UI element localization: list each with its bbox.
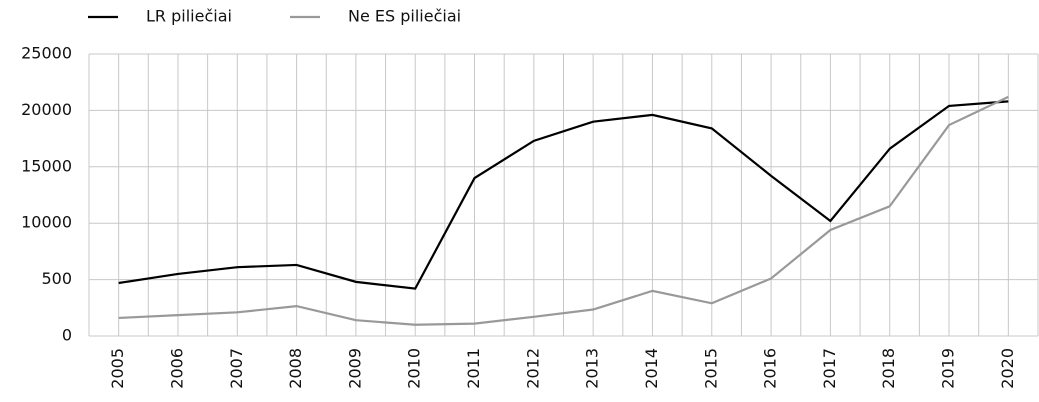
x-tick-label: 2018 <box>879 348 898 389</box>
x-tick-label: 2005 <box>108 348 127 389</box>
y-tick-label: 15000 <box>21 156 72 175</box>
legend-label: Ne ES piliečiai <box>348 7 461 26</box>
y-tick-label: 10000 <box>21 213 72 232</box>
x-tick-label: 2014 <box>642 348 661 389</box>
x-tick-label: 2020 <box>998 348 1017 389</box>
x-tick-label: 2008 <box>286 348 305 389</box>
legend-label: LR piliečiai <box>146 7 232 26</box>
x-tick-label: 2019 <box>939 348 958 389</box>
x-tick-label: 2015 <box>701 348 720 389</box>
x-tick-label: 2012 <box>523 348 542 389</box>
x-tick-label: 2016 <box>761 348 780 389</box>
series-line <box>118 100 1009 290</box>
y-tick-label: 500 <box>41 269 72 288</box>
series-line <box>118 95 1009 326</box>
y-tick-label: 25000 <box>21 44 72 63</box>
x-tick-label: 2011 <box>464 348 483 389</box>
y-tick-label: 20000 <box>21 100 72 119</box>
x-tick-label: 2013 <box>583 348 602 389</box>
x-tick-label: 2010 <box>405 348 424 389</box>
x-tick-label: 2006 <box>167 348 186 389</box>
x-tick-label: 2007 <box>227 348 246 389</box>
x-tick-label: 2017 <box>820 348 839 389</box>
x-tick-label: 2009 <box>345 348 364 389</box>
y-tick-label: 0 <box>62 326 72 345</box>
